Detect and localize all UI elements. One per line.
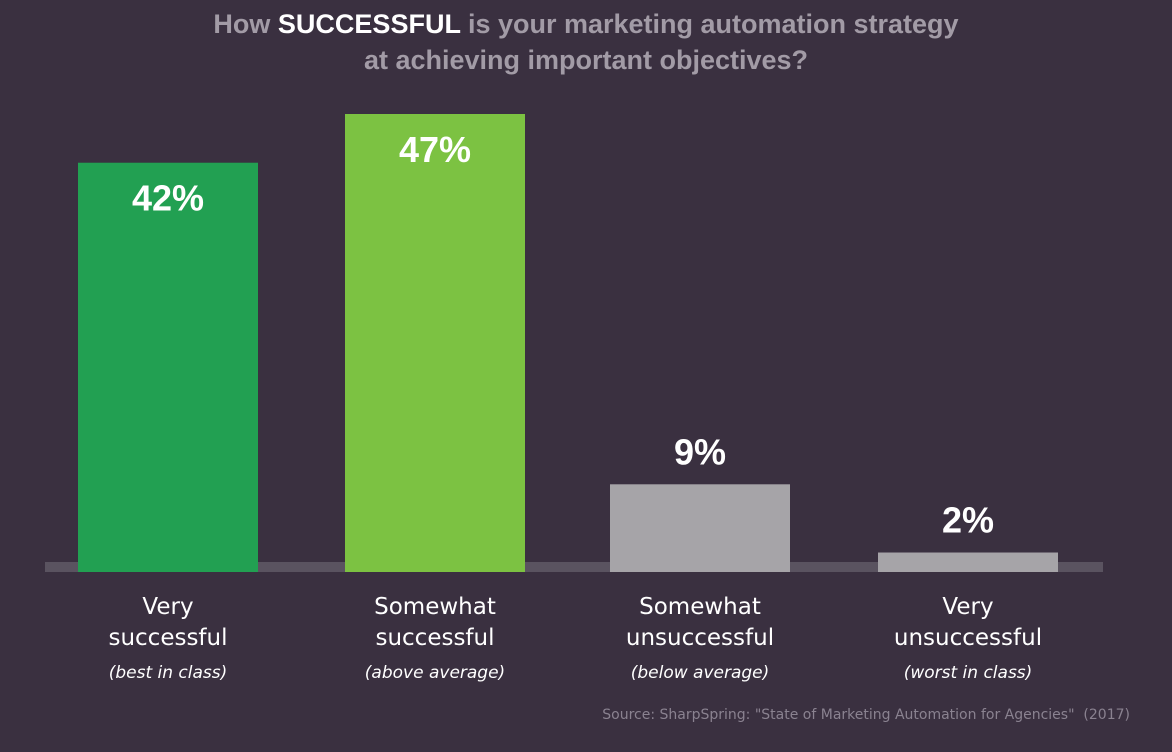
value-label-2: 47% <box>399 129 471 170</box>
category-label-4-line-1: Very <box>942 594 993 620</box>
title-prefix: How <box>213 9 278 39</box>
bar-3 <box>610 484 790 572</box>
value-label-4: 2% <box>942 500 994 541</box>
chart-title: How SUCCESSFUL is your marketing automat… <box>0 6 1172 78</box>
bar-4 <box>878 552 1058 572</box>
category-label-3-line-1: Somewhat <box>639 594 761 620</box>
category-sublabel-4: (worst in class) <box>904 663 1033 683</box>
category-label-2-line-1: Somewhat <box>374 594 496 620</box>
category-sublabel-1: (best in class) <box>109 663 228 683</box>
category-label-2-line-2: successful <box>375 625 494 651</box>
value-label-1: 42% <box>132 178 204 219</box>
category-label-3-line-2: unsuccessful <box>626 625 774 651</box>
title-emphasis: SUCCESSFUL <box>277 9 461 39</box>
chart-title-line-1: How SUCCESSFUL is your marketing automat… <box>0 6 1172 42</box>
category-label-4-line-2: unsuccessful <box>894 625 1042 651</box>
bar-1 <box>78 162 258 573</box>
title-suffix: is your marketing automation strategy <box>460 9 959 39</box>
category-sublabel-3: (below average) <box>631 663 770 683</box>
bar-2 <box>345 114 525 572</box>
chart-title-line-2: at achieving important objectives? <box>363 45 809 75</box>
category-label-1-line-2: successful <box>108 625 227 651</box>
source-note: Source: SharpSpring: "State of Marketing… <box>602 707 1130 723</box>
category-sublabel-2: (above average) <box>365 663 505 683</box>
category-label-1-line-1: Very <box>142 594 193 620</box>
baseline <box>45 562 1103 572</box>
value-label-3: 9% <box>674 431 726 472</box>
